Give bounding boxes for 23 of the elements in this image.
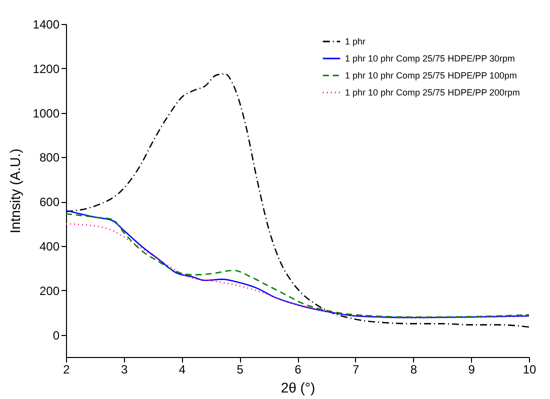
y-axis-title: Intnsity (A.U.) — [6, 148, 23, 234]
x-tick-label: 3 — [121, 362, 128, 376]
x-tick-label: 4 — [178, 362, 186, 376]
legend-label: 1 phr 10 phr Comp 25/75 HDPE/PP 100pm — [345, 70, 517, 80]
y-tick-label: 800 — [39, 150, 60, 165]
x-tick-label: 10 — [522, 362, 536, 376]
legend-label: 1 phr 10 phr Comp 25/75 HDPE/PP 30rpm — [345, 54, 515, 64]
y-tick-label: 400 — [39, 240, 60, 254]
x-tick-label: 8 — [410, 362, 418, 376]
y-tick-label: 1000 — [32, 106, 60, 120]
x-tick-label: 7 — [352, 362, 360, 376]
x-axis-title: 2θ (°) — [280, 380, 316, 396]
y-tick-label: 200 — [39, 284, 60, 298]
x-tick-label: 2 — [63, 362, 70, 376]
y-tick-label: 1400 — [32, 18, 60, 32]
legend-label: 1 phr 10 phr Comp 25/75 HDPE/PP 200rpm — [345, 88, 520, 98]
y-tick-label: 600 — [39, 195, 60, 210]
y-tick-label: 1200 — [32, 62, 60, 76]
legend-label: 1 phr — [345, 36, 366, 46]
x-tick-label: 9 — [468, 362, 476, 376]
y-tick-label: 0 — [52, 328, 60, 342]
x-tick-label: 6 — [294, 362, 302, 376]
x-tick-label: 5 — [236, 362, 244, 376]
